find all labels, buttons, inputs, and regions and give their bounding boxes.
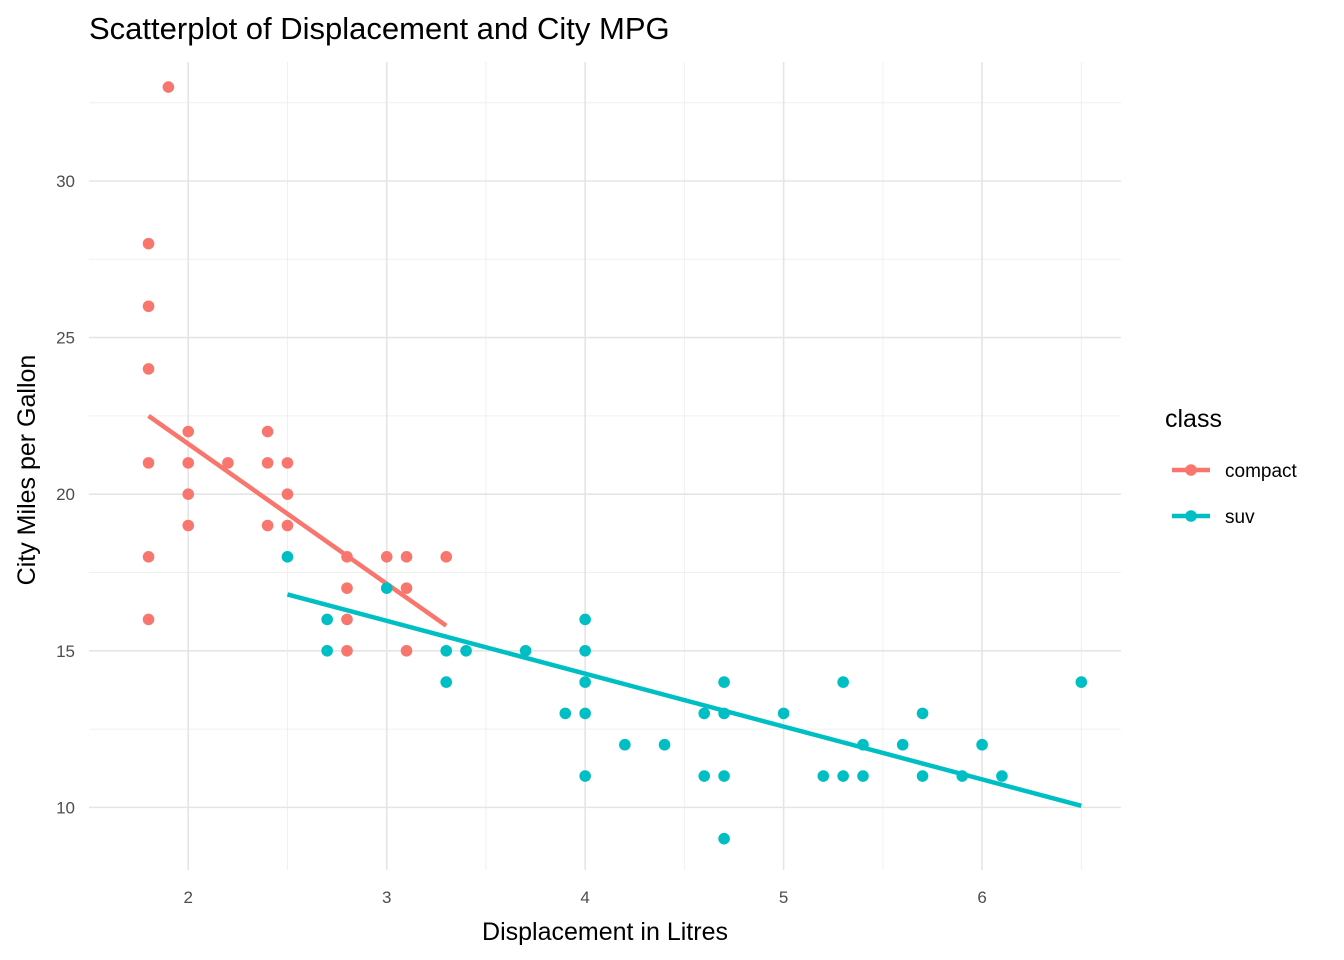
point-suv <box>976 738 988 751</box>
point-compact <box>341 613 353 626</box>
point-suv <box>559 707 572 720</box>
point-suv <box>718 707 730 720</box>
point-suv <box>321 613 333 626</box>
legend-label: compact <box>1225 461 1298 482</box>
x-axis-title: Displacement in Litres <box>482 918 728 946</box>
y-tick-label: 15 <box>56 642 75 661</box>
point-suv <box>698 707 711 720</box>
data-points <box>142 81 1088 845</box>
point-suv <box>996 770 1008 782</box>
trend-line-suv <box>286 592 1082 808</box>
point-compact <box>142 551 155 563</box>
point-suv <box>777 707 790 720</box>
x-tick-label: 5 <box>779 888 788 907</box>
point-suv <box>837 676 849 688</box>
point-suv <box>1075 676 1088 688</box>
point-compact <box>261 519 274 532</box>
point-compact <box>182 488 195 500</box>
point-suv <box>718 676 730 688</box>
y-axis-ticks: 10 15 20 25 30 <box>56 172 75 817</box>
point-suv <box>956 770 969 782</box>
point-compact <box>142 300 155 313</box>
point-compact <box>142 237 155 250</box>
legend-label: suv <box>1225 507 1255 528</box>
point-suv <box>321 644 333 657</box>
y-tick-label: 30 <box>56 172 75 191</box>
point-suv <box>579 707 591 720</box>
x-axis-ticks: 2 3 4 5 6 <box>183 888 986 907</box>
point-suv <box>718 770 730 782</box>
point-compact <box>261 457 274 469</box>
point-suv <box>579 644 591 657</box>
point-compact <box>400 644 413 657</box>
point-suv <box>519 644 532 657</box>
x-tick-label: 2 <box>183 888 192 907</box>
point-suv <box>698 770 711 782</box>
x-tick-label: 6 <box>977 888 986 907</box>
point-suv <box>718 832 730 845</box>
chart-title: Scatterplot of Displacement and City MPG <box>89 11 670 46</box>
point-suv <box>837 770 849 782</box>
point-compact <box>162 81 175 93</box>
point-suv <box>817 770 830 782</box>
trend-lines <box>147 414 1082 808</box>
point-compact <box>142 457 155 469</box>
point-suv <box>619 738 631 751</box>
point-compact <box>400 551 413 563</box>
point-suv <box>579 770 591 782</box>
point-compact <box>281 457 294 469</box>
point-suv <box>916 770 929 782</box>
legend: class compact suv <box>1165 405 1298 528</box>
y-tick-label: 10 <box>56 798 75 817</box>
point-compact <box>281 488 294 500</box>
point-compact <box>182 519 195 532</box>
legend-key-suv <box>1172 510 1210 522</box>
y-axis-title: City Miles per Gallon <box>13 355 41 586</box>
x-tick-label: 4 <box>580 888 589 907</box>
y-tick-label: 20 <box>56 485 75 504</box>
point-suv <box>460 644 472 657</box>
point-suv <box>440 676 453 688</box>
grid <box>89 62 1121 870</box>
point-suv <box>440 644 453 657</box>
point-compact <box>380 551 393 563</box>
point-suv <box>579 613 591 626</box>
point-compact <box>281 519 294 532</box>
point-suv <box>579 676 591 688</box>
point-compact <box>142 363 155 375</box>
y-tick-label: 25 <box>56 329 75 348</box>
point-compact <box>341 551 353 563</box>
point-suv <box>857 738 869 751</box>
point-compact <box>182 457 195 469</box>
point-compact <box>440 551 453 563</box>
legend-dot <box>1185 510 1197 522</box>
point-suv <box>658 738 671 751</box>
point-compact <box>222 457 234 469</box>
point-compact <box>400 582 413 594</box>
legend-title: class <box>1165 405 1222 433</box>
point-suv <box>857 770 869 782</box>
point-suv <box>281 551 294 563</box>
trend-line-compact <box>147 414 448 628</box>
legend-dot <box>1185 464 1197 476</box>
point-compact <box>182 425 195 438</box>
x-tick-label: 3 <box>382 888 391 907</box>
point-suv <box>916 707 929 720</box>
point-compact <box>341 644 353 657</box>
legend-key-compact <box>1172 464 1210 476</box>
point-compact <box>341 582 353 594</box>
point-suv <box>380 582 393 594</box>
point-compact <box>261 425 274 438</box>
point-suv <box>896 738 909 751</box>
point-compact <box>142 613 155 626</box>
